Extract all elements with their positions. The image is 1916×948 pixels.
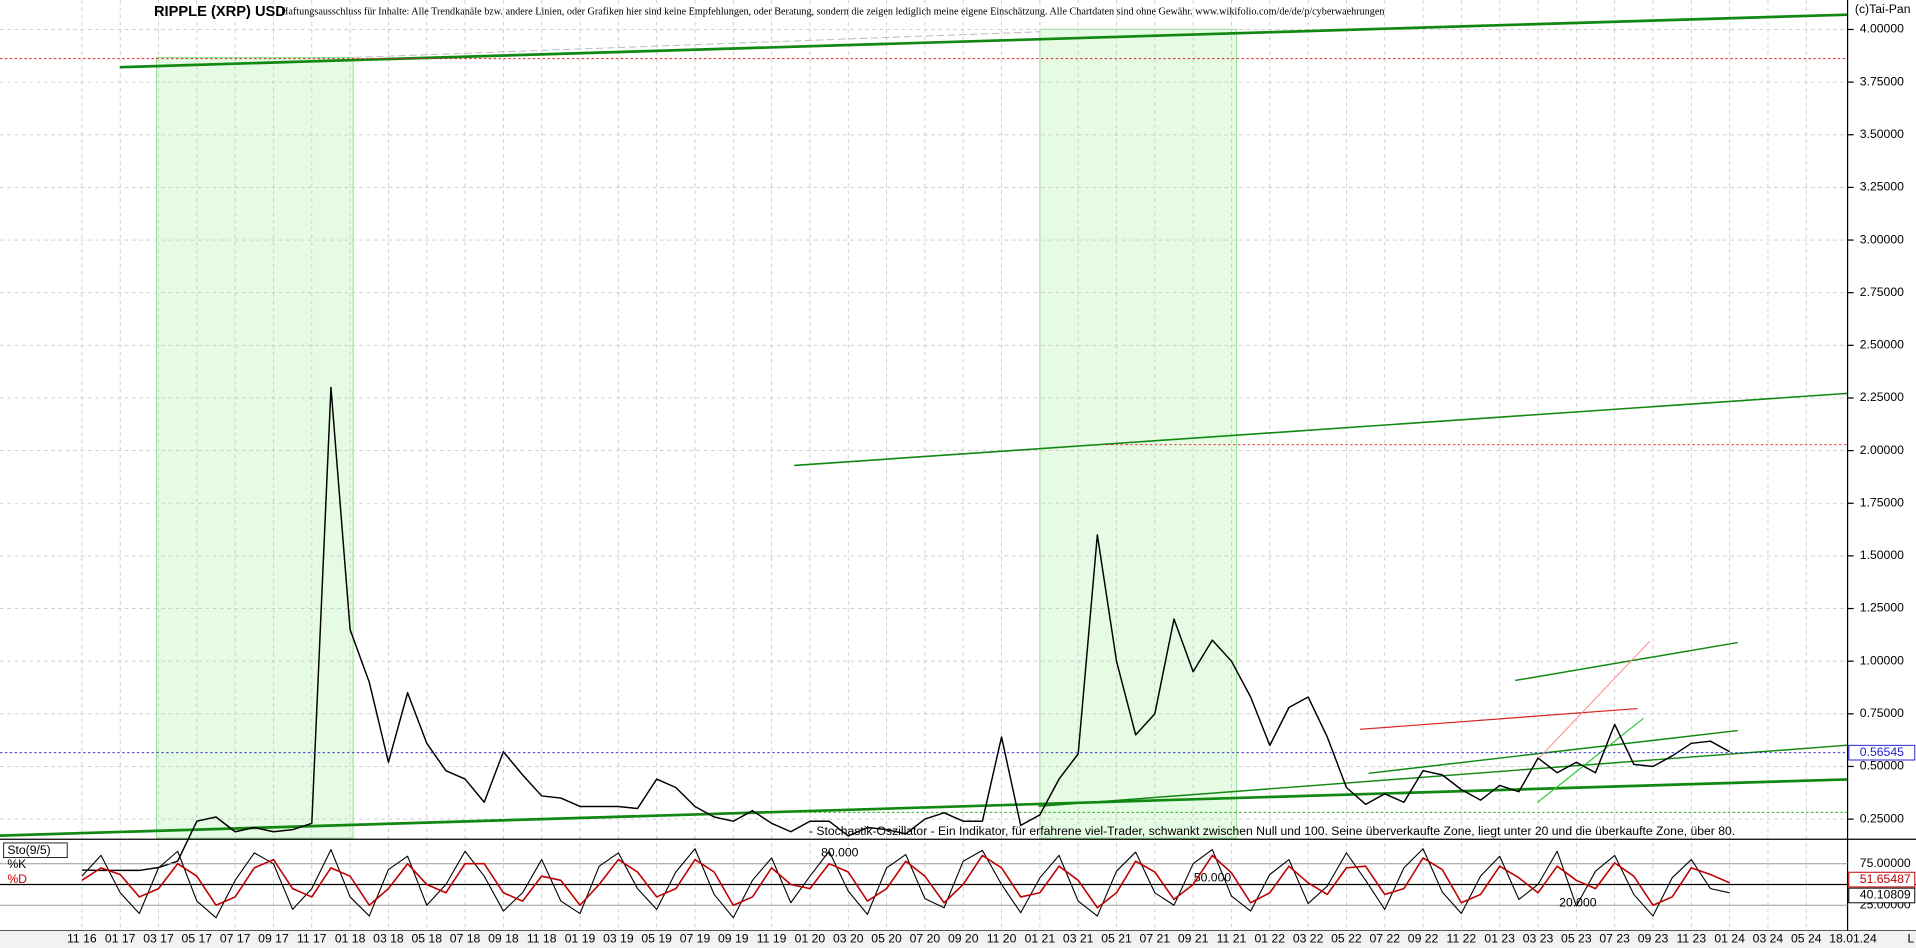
x-tick-label: 09 21 (1178, 932, 1209, 946)
chart-subtitle: Haftungsausschluss für Inhalte: Alle Tre… (281, 7, 1385, 18)
trend-line (794, 392, 1848, 467)
trend-line (1515, 641, 1738, 682)
last-price-box (1848, 744, 1916, 761)
x-tick-label: 03 24 (1753, 932, 1784, 946)
y-tick-label: 3.75000 (1860, 74, 1904, 88)
indicator-box (3, 842, 68, 859)
x-tick-label: 03 23 (1523, 932, 1554, 946)
y-tick-label: 0.50000 (1860, 759, 1904, 773)
trend-lines (0, 13, 1848, 837)
y-tick-label: 2.50000 (1860, 338, 1904, 352)
x-tick-label: 07 19 (680, 932, 711, 946)
x-tick-label: 05 21 (1101, 932, 1132, 946)
x-tick-label: 07 23 (1599, 932, 1630, 946)
y-tick-label: 1.25000 (1860, 601, 1904, 615)
x-tick-label: 01 21 (1025, 932, 1056, 946)
y-tick-label: 3.25000 (1860, 180, 1904, 194)
y-tick-label: 2.75000 (1860, 285, 1904, 299)
x-tick-label: 11 21 (1217, 932, 1247, 946)
y-tick-label: 4.00000 (1860, 22, 1904, 36)
x-tick-label: 09 18 (488, 932, 519, 946)
x-tick-label: 07 18 (450, 932, 481, 946)
x-tick-label: 09 20 (948, 932, 979, 946)
y-tick-label: 1.50000 (1860, 548, 1904, 562)
x-tick-label: 01 18 (335, 932, 366, 946)
trend-line (354, 31, 1040, 58)
legend-label: %D (7, 872, 27, 886)
x-tick-label: 05 22 (1331, 932, 1362, 946)
scale-label: L (1907, 932, 1914, 946)
x-tick-label: 01 22 (1255, 932, 1286, 946)
y-tick-label: 0.25000 (1860, 811, 1904, 825)
x-tick-label: 07 17 (220, 932, 251, 946)
y-tick-label: 2.00000 (1860, 443, 1904, 457)
x-tick-label: 01 24 (1714, 932, 1745, 946)
trend-line (0, 778, 1848, 837)
x-tick-label: 09 17 (258, 932, 289, 946)
x-tick-label: 01 23 (1484, 932, 1515, 946)
y-tick-label: 2.25000 (1860, 390, 1904, 404)
x-tick-label: 11 23 (1676, 932, 1706, 946)
oscillator-line (81, 854, 1730, 909)
x-tick-label: 09 22 (1408, 932, 1439, 946)
x-tick-label: 05 19 (641, 932, 672, 946)
last-value-box (1848, 887, 1916, 904)
last-price-label: 0.56545 (1860, 745, 1904, 759)
x-tick-label: 11 22 (1447, 932, 1477, 946)
y-tick-label: 0.75000 (1860, 706, 1904, 720)
x-tick-label: 03 17 (143, 932, 174, 946)
chart-title: RIPPLE (XRP) USD (154, 4, 286, 20)
price-line (81, 386, 1730, 872)
x-tick-label: 05 23 (1561, 932, 1592, 946)
x-tick-label: 11 20 (987, 932, 1017, 946)
highlight-zone (155, 56, 354, 839)
indicator-note: - Stochastik-Oszillator - Ein Indikator,… (809, 824, 1735, 838)
x-tick-label: 05 20 (871, 932, 902, 946)
y-tick-label: 3.50000 (1860, 127, 1904, 141)
x-tick-label: 03 22 (1293, 932, 1324, 946)
level-label: 80.000 (821, 846, 859, 860)
x-tick-label: 01 20 (795, 932, 826, 946)
last-value-box (1848, 871, 1916, 888)
x-tick-label: 07 20 (910, 932, 941, 946)
x-tick-label: 05 17 (182, 932, 213, 946)
last-value-label: 51.65487 (1860, 872, 1911, 886)
x-tick-label: 07 21 (1140, 932, 1171, 946)
highlight-zone (1039, 28, 1238, 839)
last-value-label: 40.10809 (1860, 888, 1911, 902)
x-tick-label: 11 19 (757, 932, 787, 946)
date-label: 18.01.24 (1829, 932, 1877, 946)
grid (0, 0, 1848, 931)
x-tick-label: 09 19 (718, 932, 749, 946)
x-tick-label: 09 23 (1638, 932, 1669, 946)
trend-line (1536, 717, 1644, 804)
oscillator-line (81, 848, 1730, 919)
trend-line (1359, 707, 1638, 730)
x-tick-label: 03 19 (603, 932, 634, 946)
x-tick-label: 11 16 (67, 932, 97, 946)
y-tick-label: 3.00000 (1860, 232, 1904, 246)
x-tick-label: 03 20 (833, 932, 864, 946)
x-tick-label: 07 22 (1369, 932, 1400, 946)
x-axis-band (0, 930, 1916, 948)
y-tick-label: 1.75000 (1860, 495, 1904, 509)
x-tick-label: 03 18 (373, 932, 404, 946)
x-tick-label: 01 19 (565, 932, 596, 946)
x-tick-label: 05 24 (1791, 932, 1822, 946)
indicator-title: Sto(9/5) (7, 843, 50, 857)
trend-line (1539, 641, 1650, 758)
y-tick-label: 75.00000 (1860, 856, 1911, 870)
legend-label: %K (7, 857, 26, 871)
source-label: (c)Tai-Pan (1855, 2, 1911, 16)
x-tick-label: 11 18 (527, 932, 557, 946)
x-tick-label: 11 17 (297, 932, 327, 946)
x-tick-label: 03 21 (1063, 932, 1094, 946)
x-tick-label: 01 17 (105, 932, 136, 946)
trend-line (1368, 729, 1738, 775)
y-tick-label: 1.00000 (1860, 653, 1904, 667)
x-tick-label: 05 18 (411, 932, 442, 946)
